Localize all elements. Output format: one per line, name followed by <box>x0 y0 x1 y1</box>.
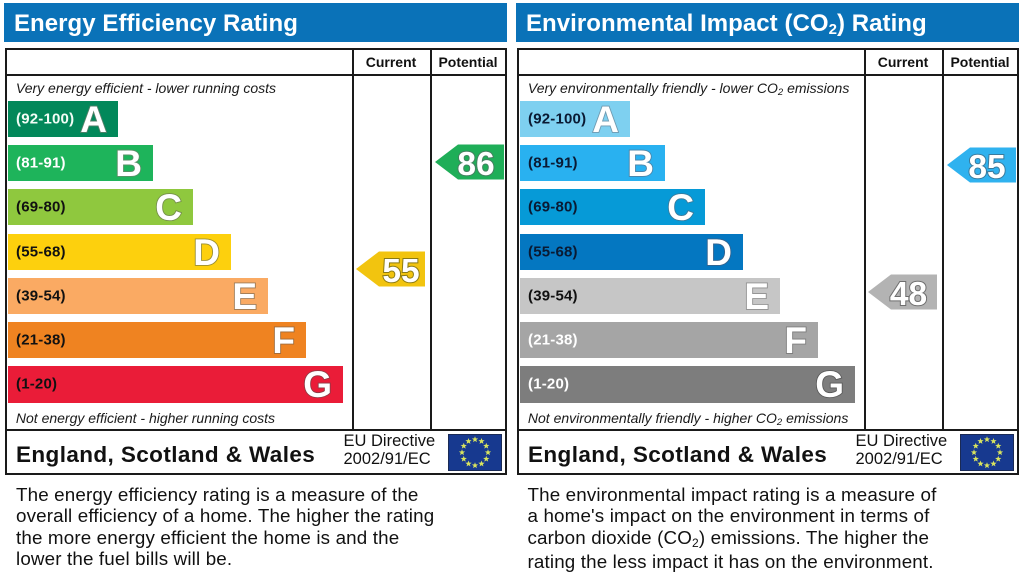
svg-text:G: G <box>303 365 332 403</box>
svg-text:D: D <box>705 233 732 271</box>
svg-text:F: F <box>784 321 807 359</box>
svg-text:D: D <box>193 233 220 271</box>
svg-text:48: 48 <box>890 276 927 310</box>
svg-text:C: C <box>155 188 182 226</box>
svg-text:C: C <box>667 188 694 226</box>
svg-text:85: 85 <box>968 149 1005 183</box>
svg-text:A: A <box>592 100 619 138</box>
svg-text:B: B <box>115 144 142 182</box>
svg-text:B: B <box>627 144 654 182</box>
svg-text:A: A <box>80 100 107 138</box>
svg-text:55: 55 <box>382 253 419 287</box>
svg-text:86: 86 <box>457 146 494 180</box>
svg-text:E: E <box>232 277 257 315</box>
svg-text:G: G <box>815 365 844 403</box>
svg-text:F: F <box>272 321 295 359</box>
svg-text:E: E <box>744 277 769 315</box>
